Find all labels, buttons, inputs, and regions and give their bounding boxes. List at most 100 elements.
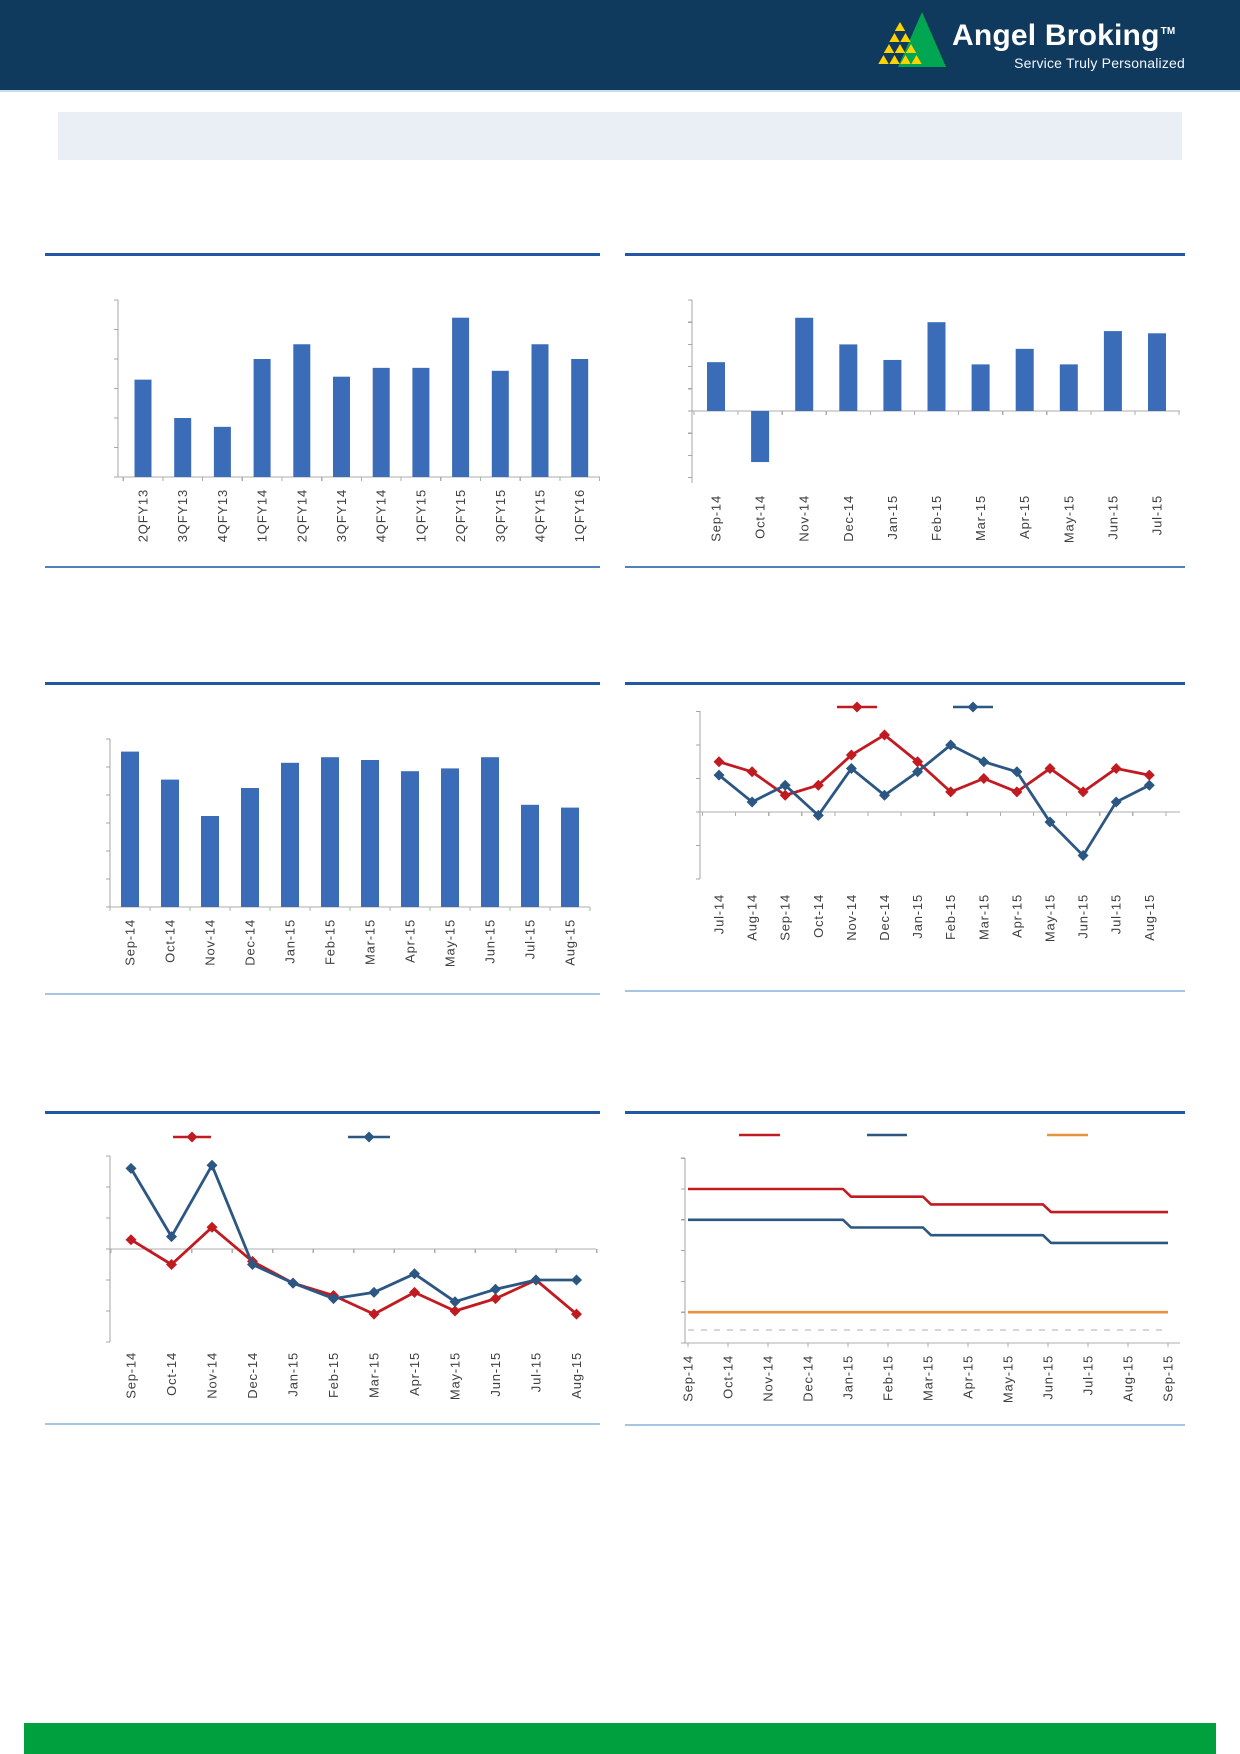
x-axis-label: Aug-15 [1121, 1355, 1136, 1402]
logo-yellow-triangle [900, 33, 911, 42]
data-point-marker [978, 773, 990, 784]
data-point-marker [1110, 796, 1122, 808]
data-point-marker [125, 1234, 137, 1246]
x-axis-label: Feb-15 [943, 894, 958, 940]
x-axis-label: Dec-14 [245, 1352, 260, 1399]
logo-yellow-triangle [883, 44, 895, 53]
data-point-marker [912, 756, 924, 768]
data-point-marker [978, 756, 990, 768]
x-axis-label: Apr-15 [407, 1352, 422, 1396]
bar [441, 768, 459, 907]
bar [751, 411, 770, 463]
x-axis-label: 4QFY14 [374, 489, 389, 542]
brand-block: Angel BrokingTM Service Truly Personaliz… [952, 20, 1185, 71]
bar [333, 376, 350, 477]
x-axis-label: Jan-15 [286, 1352, 301, 1397]
data-point-marker [1077, 786, 1089, 798]
bar [281, 762, 299, 907]
step-series-line [688, 1187, 1168, 1214]
x-axis-label: Mar-15 [973, 495, 988, 541]
x-axis-label: Feb-15 [929, 495, 944, 541]
legend-diamond-marker [186, 1131, 198, 1143]
data-point-marker [1110, 762, 1122, 774]
header-bar: Angel BrokingTM Service Truly Personaliz… [0, 0, 1240, 92]
x-axis-label: 4QFY15 [533, 489, 548, 542]
brand-trademark: TM [1160, 26, 1176, 37]
bar [412, 367, 430, 477]
brand-tagline: Service Truly Personalized [1014, 54, 1185, 71]
x-axis-label: Jul-15 [529, 1352, 544, 1392]
title-banner [58, 112, 1182, 160]
x-axis-label: Jul-15 [1109, 894, 1124, 934]
data-point-marker [845, 762, 857, 774]
data-point-marker [530, 1274, 542, 1286]
x-axis-label: May-15 [1043, 894, 1058, 942]
x-axis-label: 4QFY13 [215, 489, 230, 542]
legend-diamond-marker [363, 1131, 375, 1143]
x-axis-label: Jul-15 [1081, 1355, 1096, 1395]
logo-yellow-triangle [894, 22, 906, 31]
x-axis-label: Apr-15 [403, 919, 418, 963]
x-axis-label: Oct-14 [164, 1352, 179, 1396]
x-axis-label: Sep-14 [778, 894, 793, 941]
x-axis-label: 3QFY15 [493, 489, 508, 542]
data-point-marker [449, 1305, 461, 1317]
bar [795, 317, 814, 411]
x-axis-label: Jan-15 [910, 894, 925, 939]
x-axis-label: Oct-14 [163, 919, 178, 963]
series-line [130, 1225, 578, 1316]
bar [321, 757, 339, 907]
logo-yellow-triangle [911, 55, 922, 64]
footer-bar [24, 1723, 1216, 1754]
x-axis-label: Jan-15 [841, 1355, 856, 1400]
logo-yellow-triangle [878, 55, 889, 64]
x-axis-label: Jan-15 [283, 919, 298, 964]
x-axis-label: Aug-14 [745, 894, 760, 941]
bar [1059, 364, 1078, 411]
data-point-marker [490, 1293, 501, 1305]
bar [293, 344, 311, 477]
x-axis-label: Nov-14 [205, 1352, 220, 1399]
x-axis-label: 1QFY16 [572, 489, 587, 542]
x-axis-label: Dec-14 [877, 894, 892, 941]
x-axis-label: Aug-15 [563, 919, 578, 966]
x-axis-label: Jun-15 [1105, 495, 1120, 540]
bar [161, 779, 179, 907]
x-axis-label: 2QFY14 [294, 489, 309, 542]
data-point-marker [812, 779, 824, 791]
bar [372, 367, 390, 477]
bar [521, 804, 539, 907]
x-axis-label: Oct-14 [753, 495, 768, 539]
x-axis-label: 3QFY13 [175, 489, 190, 542]
x-axis-label: Apr-15 [1017, 495, 1032, 539]
series-line [129, 1163, 577, 1304]
chart-title-rule [625, 253, 1185, 256]
data-point-marker [571, 1274, 582, 1286]
data-point-marker [1011, 766, 1023, 778]
x-axis-label: 2QFY15 [453, 489, 468, 542]
bar [883, 359, 902, 411]
data-point-marker [713, 756, 725, 768]
data-point-marker [945, 739, 957, 751]
bar [361, 760, 379, 907]
x-axis-label: Mar-15 [363, 919, 378, 965]
chart-title-rule [45, 253, 600, 256]
data-point-marker [125, 1162, 137, 1174]
data-point-marker [1011, 786, 1023, 798]
step-series-line [688, 1218, 1168, 1245]
x-axis-label: Sep-15 [1161, 1355, 1176, 1402]
series-line [718, 743, 1150, 857]
data-point-marker [1143, 779, 1155, 791]
x-axis-label: Dec-14 [243, 919, 258, 966]
x-axis-label: 3QFY14 [334, 489, 349, 542]
data-point-marker [247, 1259, 258, 1270]
x-axis-label: Dec-14 [801, 1355, 816, 1402]
bar [839, 344, 858, 411]
chart-title-rule [45, 1111, 600, 1114]
x-axis-label: Sep-14 [709, 495, 724, 542]
data-point-marker [206, 1221, 218, 1233]
x-axis-label: Sep-14 [681, 1355, 696, 1402]
bar [134, 379, 152, 477]
